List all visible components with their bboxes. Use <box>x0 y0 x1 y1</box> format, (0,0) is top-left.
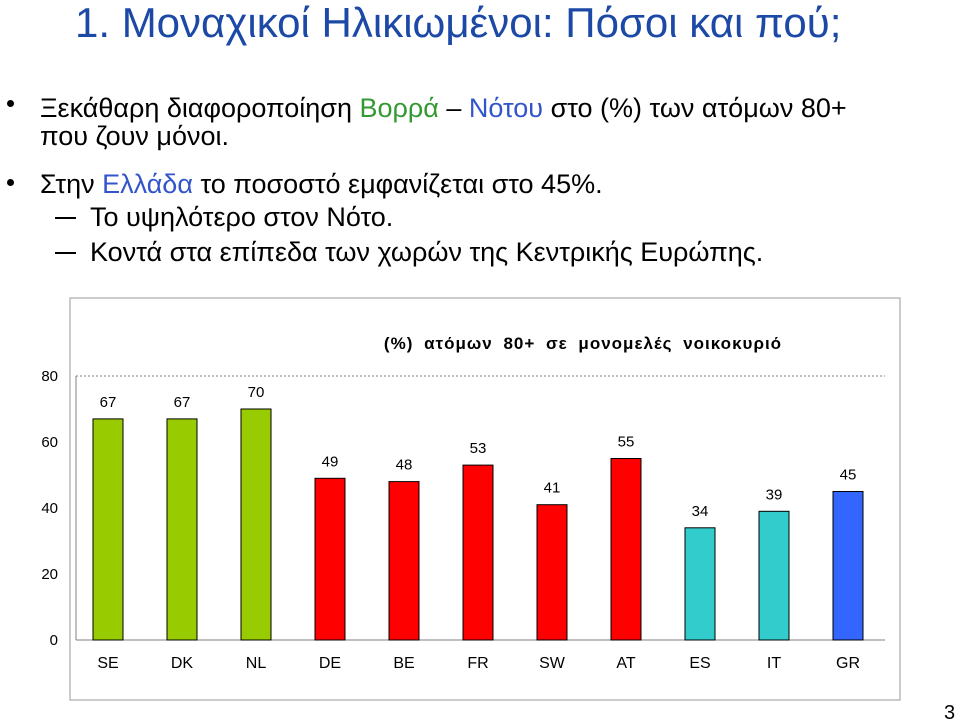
chart-frame <box>69 297 901 701</box>
x-tick-label-nl: NL <box>246 655 267 672</box>
value-label-at: 55 <box>618 434 635 451</box>
x-tick-label-it: IT <box>767 655 781 672</box>
y-tick-label-20: 20 <box>41 566 58 583</box>
value-label-sw: 41 <box>544 480 561 497</box>
value-label-it: 39 <box>766 486 783 503</box>
bullet-1-line-2: που ζουν μόνοι. <box>40 121 229 151</box>
bar-dk <box>166 418 198 641</box>
value-label-fr: 53 <box>470 440 487 457</box>
bullet-dot <box>7 179 14 186</box>
value-label-se: 67 <box>100 394 117 411</box>
x-tick-label-gr: GR <box>836 655 860 672</box>
x-tick-label-es: ES <box>689 655 710 672</box>
sub-bullet-1: Το υψηλότερο στον Νότο. <box>90 202 394 232</box>
bullet-1-text-continued: που ζουν μόνοι. <box>40 121 229 151</box>
slide-title: 1. Μοναχικοί Ηλικιωμένοι: Πόσοι και πού; <box>75 0 842 46</box>
bars <box>92 408 864 641</box>
bar-gr <box>832 491 864 641</box>
bullet-1-line-1: Ξεκάθαρη διαφοροποίηση Βορρά – Νότου στο… <box>40 93 847 123</box>
x-tick-label-dk: DK <box>171 655 194 672</box>
y-tick-labels: 0 20 40 60 80 <box>41 368 58 649</box>
bullet-2-text-end: το ποσοστό εμφανίζεται στο 45%. <box>192 169 603 199</box>
sub-bullet-dash <box>55 252 76 254</box>
y-tick-label-60: 60 <box>41 434 58 451</box>
x-tick-label-fr: FR <box>467 655 488 672</box>
x-tick-label-be: BE <box>393 655 414 672</box>
bar-de <box>314 477 346 641</box>
north-south-dash: – <box>438 93 469 123</box>
bar-sw <box>536 504 568 641</box>
north-label: Βορρά <box>359 93 439 123</box>
x-tick-label-sw: SW <box>539 655 566 672</box>
value-label-be: 48 <box>396 457 413 474</box>
x-tick-label-at: AT <box>616 655 635 672</box>
bar-at <box>610 458 642 641</box>
bar-se <box>92 418 124 641</box>
chart-panel: (%) ατόμων 80+ σε μονομελές νοικοκυριό 0… <box>30 296 902 704</box>
value-label-gr: 45 <box>840 467 857 484</box>
bullet-1-text-start: Ξεκάθαρη διαφοροποίηση <box>40 93 360 123</box>
bullet-1-text-end: στο (%) των ατόμων 80+ <box>543 93 847 123</box>
greece-label: Ελλάδα <box>102 169 193 199</box>
bar-es <box>684 527 716 641</box>
y-tick-label-40: 40 <box>41 500 58 517</box>
chart-root: (%) ατόμων 80+ σε μονομελές νοικοκυριό 0… <box>41 297 901 701</box>
bar-fr <box>462 464 494 641</box>
value-label-nl: 70 <box>248 384 265 401</box>
bar-be <box>388 481 420 641</box>
value-label-dk: 67 <box>174 394 191 411</box>
x-tick-label-se: SE <box>97 655 118 672</box>
bullet-2-text-start: Στην <box>40 169 103 199</box>
bar-chart: (%) ατόμων 80+ σε μονομελές νοικοκυριό 0… <box>41 297 901 701</box>
bullet-2-line-1: Στην Ελλάδα το ποσοστό εμφανίζεται στο 4… <box>40 169 603 199</box>
page-number: 3 <box>944 702 956 724</box>
bar-nl <box>240 408 272 641</box>
y-tick-label-80: 80 <box>41 368 58 385</box>
value-label-de: 49 <box>322 453 339 470</box>
sub-bullet-2: Κοντά στα επίπεδα των χωρών της Κεντρική… <box>90 237 764 267</box>
sub-bullet-dash <box>55 217 76 219</box>
bar-it <box>758 510 790 641</box>
south-label: Νότου <box>468 93 544 123</box>
value-labels: 67 67 70 49 48 53 41 55 34 39 45 <box>100 384 857 520</box>
x-tick-label-de: DE <box>319 655 341 672</box>
bullet-dot <box>7 100 14 107</box>
chart-title: (%) ατόμων 80+ σε μονομελές νοικοκυριό <box>384 334 782 353</box>
value-label-es: 34 <box>692 503 709 520</box>
x-tick-labels: SE DK NL DE BE FR SW AT ES IT GR <box>97 655 860 672</box>
y-tick-label-0: 0 <box>50 632 58 649</box>
